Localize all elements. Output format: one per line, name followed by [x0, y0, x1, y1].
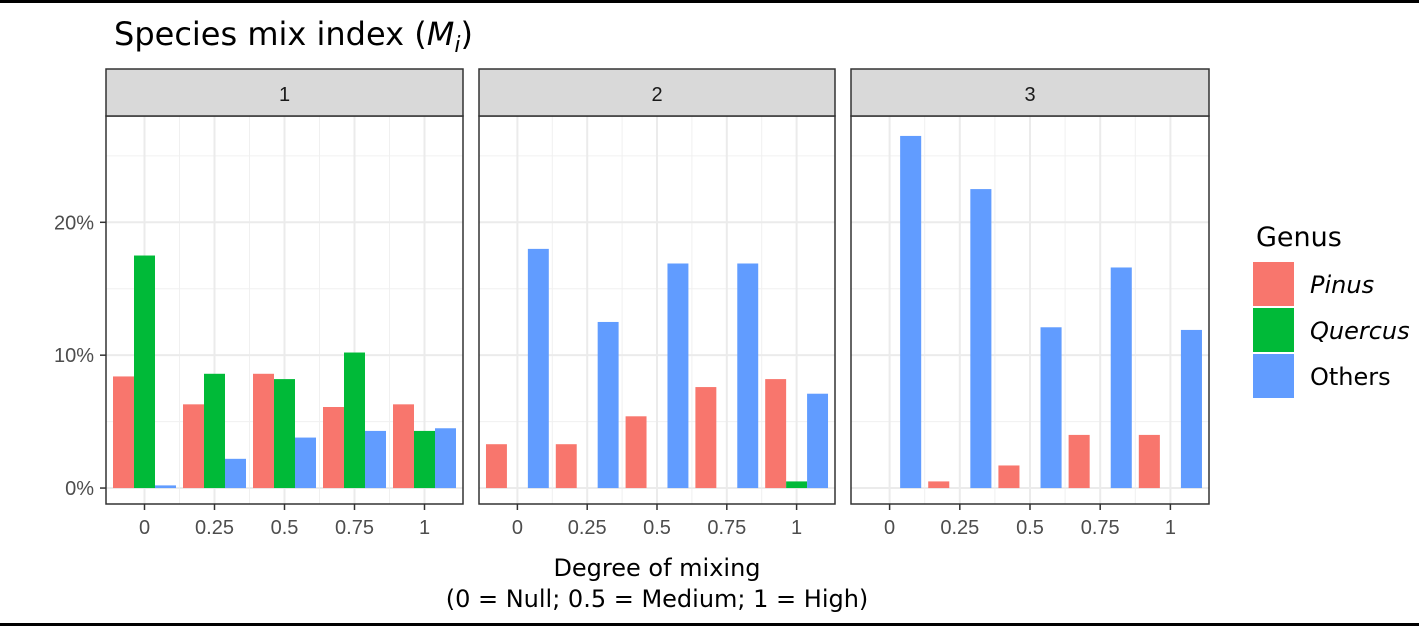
bar-others-0: [155, 485, 176, 489]
legend-title: Genus: [1256, 222, 1342, 253]
bar-quercus-0.25: [204, 373, 225, 489]
bar-pinus-0.5: [253, 373, 274, 489]
bar-pinus-0: [485, 444, 507, 489]
bar-pinus-0.75: [1068, 434, 1090, 489]
x-tick-label: 1: [1165, 517, 1176, 539]
bar-others-0: [900, 135, 922, 489]
legend-label-quercus: Quercus: [1310, 317, 1410, 345]
x-tick-label: 1: [419, 517, 430, 539]
bar-pinus-1: [393, 404, 414, 489]
facet-panel-1: 1 0 0.25 0.5 0.75 1: [105, 68, 464, 539]
bar-quercus-0.75: [344, 352, 365, 489]
x-tick-label: 0.75: [335, 517, 374, 539]
bottom-border-line: [0, 623, 1419, 626]
top-border-line: [0, 0, 1419, 3]
facet-strip: [850, 68, 1210, 117]
x-tick-label: 0: [139, 517, 150, 539]
bar-others-0.5: [295, 437, 316, 489]
bar-pinus-1: [765, 379, 787, 489]
chart-title: Species mix index (Mi): [114, 15, 473, 58]
x-tick-label: 0: [884, 517, 895, 539]
bar-quercus-0.5: [274, 379, 295, 489]
legend-swatch-pinus: [1253, 262, 1294, 306]
bar-pinus-0.75: [695, 387, 717, 489]
x-tick-label: 0: [512, 517, 523, 539]
x-tick-label: 0.25: [940, 517, 979, 539]
bar-others-1: [807, 393, 829, 489]
bar-pinus-0.5: [998, 465, 1020, 489]
bar-pinus-0.25: [183, 404, 204, 489]
bar-quercus-1: [786, 481, 808, 489]
bar-others-0.5: [1040, 327, 1062, 489]
x-tick-label: 0.25: [195, 517, 234, 539]
y-axis: 0% 10% 20%: [54, 212, 106, 500]
facet-strip: [478, 68, 836, 117]
y-tick-label: 10%: [54, 345, 94, 367]
facet-panel-2: 2 0 0.25 0.5 0.75 1: [478, 68, 836, 539]
bar-pinus-0.75: [323, 407, 344, 489]
facet-panel-3: 3 0 0.25 0.5 0.75 1: [850, 68, 1210, 539]
bar-pinus-0.25: [555, 444, 577, 489]
x-tick-label: 0.75: [707, 517, 746, 539]
facet-strip-label: 3: [1024, 84, 1035, 106]
x-tick-label: 0.25: [568, 517, 607, 539]
x-tick-label: 0.5: [271, 517, 299, 539]
facet-strip: [105, 68, 464, 117]
x-axis-title-line2: (0 = Null; 0.5 = Medium; 1 = High): [446, 585, 869, 613]
bar-others-0.5: [667, 263, 689, 489]
bar-pinus-0: [113, 376, 134, 489]
bar-others-0.75: [365, 430, 386, 489]
x-tick-label: 0.75: [1081, 517, 1120, 539]
bar-others-0.25: [597, 321, 619, 489]
bar-quercus-0: [134, 255, 155, 489]
bar-pinus-1: [1138, 434, 1160, 489]
bar-others-0: [527, 248, 549, 489]
facets-layer: 1 0 0.25 0.5 0.75 1 2 0 0.25 0.5 0.75 1 3 0 0.25 0.5 0.7…: [105, 68, 1210, 539]
y-tick-label: 20%: [54, 212, 94, 234]
legend-swatch-others: [1253, 354, 1294, 398]
bar-pinus-0.5: [625, 416, 647, 489]
x-tick-label: 0.5: [643, 517, 671, 539]
x-tick-label: 1: [791, 517, 802, 539]
bar-others-0.75: [1110, 267, 1132, 489]
legend-swatch-quercus: [1253, 308, 1294, 352]
legend-label-others: Others: [1310, 363, 1391, 391]
bar-quercus-1: [414, 430, 435, 489]
facet-strip-label: 1: [279, 84, 290, 106]
x-axis-title-line1: Degree of mixing: [553, 554, 760, 582]
legend-label-pinus: Pinus: [1310, 271, 1374, 299]
legend: Genus Pinus Quercus Others: [1253, 222, 1410, 398]
bar-others-0.25: [225, 458, 246, 489]
bar-others-0.75: [737, 263, 759, 489]
x-tick-label: 0.5: [1016, 517, 1044, 539]
y-tick-label: 0%: [65, 478, 94, 500]
bar-others-1: [1180, 329, 1202, 489]
bar-others-1: [435, 428, 456, 489]
bar-pinus-0.25: [928, 481, 950, 489]
facet-strip-label: 2: [651, 84, 662, 106]
bar-others-0.25: [970, 189, 992, 489]
